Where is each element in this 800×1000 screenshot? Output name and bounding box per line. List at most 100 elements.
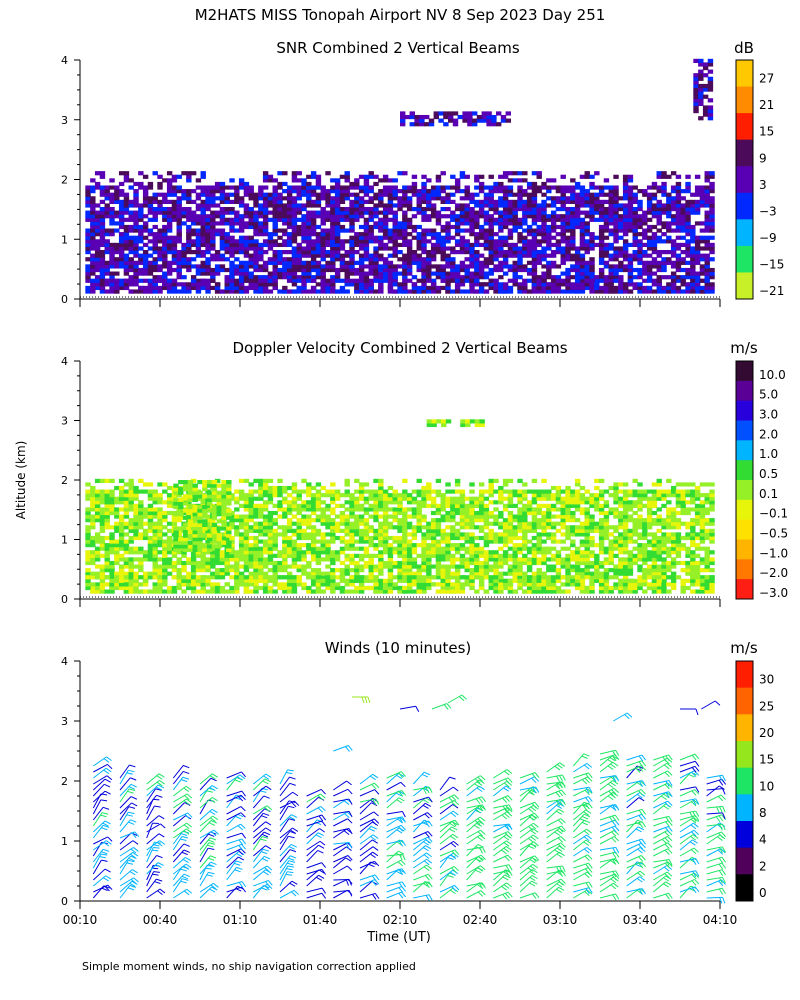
heatmap-cell xyxy=(536,203,542,208)
heatmap-cell xyxy=(224,282,230,287)
heatmap-cell xyxy=(397,493,403,498)
heatmap-cell xyxy=(147,503,154,508)
heatmap-cell xyxy=(200,253,206,258)
heatmap-cell xyxy=(104,239,110,244)
heatmap-cell xyxy=(330,189,336,194)
heatmap-cell xyxy=(219,532,226,537)
heatmap-cell xyxy=(579,196,586,201)
heatmap-cell xyxy=(133,196,139,201)
heatmap-cell xyxy=(344,482,350,487)
heatmap-cell xyxy=(186,214,192,219)
heatmap-cell xyxy=(166,239,173,244)
heatmap-cell xyxy=(709,228,715,233)
heatmap-cell xyxy=(214,181,221,187)
heatmap-cell xyxy=(406,271,413,276)
heatmap-cell xyxy=(406,224,413,230)
heatmap-cell xyxy=(435,232,442,237)
heatmap-cell xyxy=(286,550,293,555)
heatmap-cell xyxy=(421,260,427,265)
heatmap-cell xyxy=(147,539,154,544)
heatmap-cell xyxy=(171,257,178,262)
heatmap-cell xyxy=(709,257,715,262)
heatmap-cell xyxy=(421,217,427,222)
heatmap-cell xyxy=(186,535,192,541)
heatmap-cell xyxy=(176,174,182,179)
heatmap-cell xyxy=(296,278,302,283)
heatmap-cell xyxy=(613,285,619,291)
heatmap-cell xyxy=(171,242,178,248)
heatmap-cell xyxy=(99,553,106,558)
heatmap-cell xyxy=(310,185,317,190)
heatmap-cell xyxy=(704,257,710,262)
heatmap-cell xyxy=(637,285,643,291)
heatmap-cell xyxy=(498,203,504,208)
heatmap-cell xyxy=(416,278,422,283)
heatmap-cell xyxy=(574,267,581,273)
colorbar-swatch xyxy=(736,192,753,220)
heatmap-cell xyxy=(133,246,139,251)
heatmap-cell xyxy=(258,232,264,237)
heatmap-cell xyxy=(531,264,538,269)
heatmap-cell xyxy=(382,221,389,226)
heatmap-cell xyxy=(397,221,403,226)
heatmap-cell xyxy=(325,571,331,576)
heatmap-cell xyxy=(123,171,130,176)
heatmap-cell xyxy=(358,485,365,491)
heatmap-cell xyxy=(397,503,403,508)
heatmap-cell xyxy=(114,246,120,251)
heatmap-cell xyxy=(286,260,293,265)
heatmap-cell xyxy=(157,521,163,526)
heatmap-cell xyxy=(90,514,96,519)
heatmap-cell xyxy=(426,260,432,265)
heatmap-cell xyxy=(531,217,538,222)
heatmap-cell xyxy=(656,199,662,204)
heatmap-cell xyxy=(195,232,202,237)
heatmap-cell xyxy=(157,275,163,280)
heatmap-cell xyxy=(690,257,696,262)
heatmap-cell xyxy=(493,189,499,194)
heatmap-cell xyxy=(296,250,302,255)
heatmap-cell xyxy=(349,242,355,248)
heatmap-cell xyxy=(464,239,470,244)
heatmap-cell xyxy=(94,553,101,558)
heatmap-cell xyxy=(248,260,254,265)
heatmap-cell xyxy=(382,278,389,283)
heatmap-cell xyxy=(589,242,595,248)
heatmap-cell xyxy=(627,203,634,208)
heatmap-cell xyxy=(670,228,677,233)
heatmap-cell xyxy=(296,224,302,230)
heatmap-cell xyxy=(118,278,125,283)
heatmap-cell xyxy=(507,246,514,251)
heatmap-cell xyxy=(234,496,240,501)
heatmap-cell xyxy=(402,239,408,244)
heatmap-cell xyxy=(272,210,278,215)
heatmap-cell xyxy=(109,478,115,483)
heatmap-cell xyxy=(138,514,144,519)
heatmap-cell xyxy=(435,210,442,215)
heatmap-cell xyxy=(339,189,346,194)
heatmap-cell xyxy=(474,224,480,230)
heatmap-cell xyxy=(670,250,677,255)
heatmap-cell xyxy=(152,232,158,237)
heatmap-cell xyxy=(642,285,648,291)
heatmap-cell xyxy=(378,478,384,483)
heatmap-cell xyxy=(306,267,312,273)
heatmap-cell xyxy=(598,228,605,233)
heatmap-cell xyxy=(123,278,130,283)
heatmap-cell xyxy=(435,178,442,183)
heatmap-cell xyxy=(555,285,562,291)
heatmap-cell xyxy=(157,493,163,498)
heatmap-cell xyxy=(354,278,360,283)
heatmap-cell xyxy=(118,192,125,197)
heatmap-cell xyxy=(598,189,605,194)
heatmap-cell xyxy=(387,228,394,233)
heatmap-cell xyxy=(416,289,422,294)
heatmap-cell xyxy=(320,285,326,291)
heatmap-cell xyxy=(358,564,365,569)
heatmap-cell xyxy=(229,260,235,265)
heatmap-cell xyxy=(104,546,110,551)
heatmap-cell xyxy=(147,521,154,526)
heatmap-cell xyxy=(498,235,504,240)
heatmap-cell xyxy=(291,489,298,494)
heatmap-cell xyxy=(224,217,230,222)
